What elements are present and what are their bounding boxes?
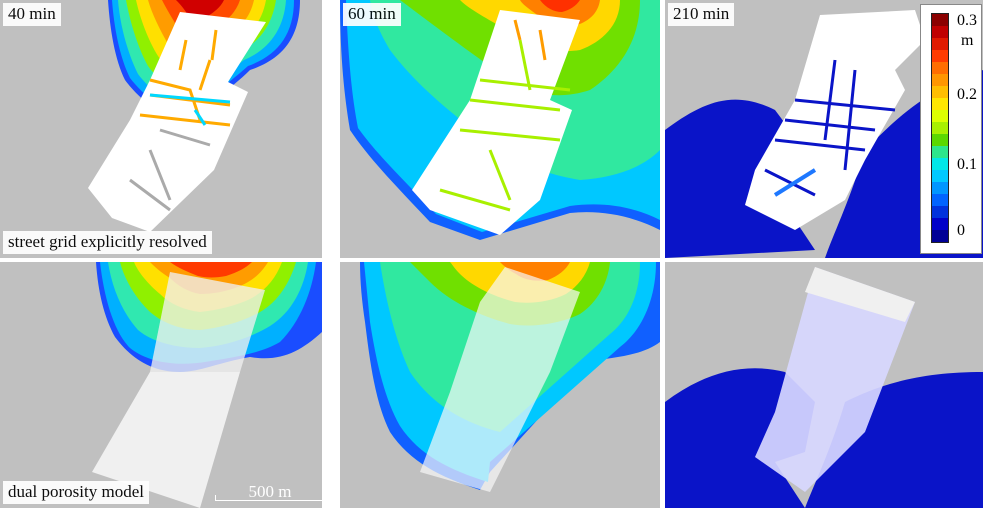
panel-40min-street-grid: 40 min street grid explicitly resolved: [0, 0, 322, 258]
caption-dual-porosity: dual porosity model: [3, 481, 149, 504]
colorbar-legend: 0.3 m 0.2 0.1 0: [920, 4, 982, 254]
colorbar-swatch: [932, 62, 948, 74]
panel-60min-street-grid: 60 min: [340, 0, 660, 258]
legend-label-0.1: 0.1: [957, 156, 977, 173]
flood-map-60min-grid: [340, 0, 660, 240]
legend-label-0.3: 0.3: [957, 12, 977, 29]
legend-label-0: 0: [957, 222, 965, 239]
colorbar-swatch: [932, 110, 948, 122]
colorbar-swatch: [932, 230, 948, 242]
flood-map-40min-grid: [88, 0, 300, 232]
colorbar-swatch: [932, 146, 948, 158]
time-label-40min: 40 min: [3, 3, 61, 26]
time-label-210min: 210 min: [668, 3, 735, 26]
colorbar-swatch: [932, 38, 948, 50]
panel-210min-dual-porosity: [665, 262, 983, 508]
colorbar-swatch: [932, 50, 948, 62]
caption-street-grid: street grid explicitly resolved: [3, 231, 212, 254]
flood-map-40min-porosity: [92, 262, 322, 508]
colorbar-swatch: [932, 134, 948, 146]
colorbar-swatch: [932, 158, 948, 170]
colorbar: [931, 13, 949, 243]
scale-bar-tick-right: [324, 495, 325, 501]
colorbar-swatch: [932, 122, 948, 134]
scale-bar-tick-left: [215, 495, 216, 501]
panel-40min-dual-porosity: dual porosity model: [0, 262, 322, 508]
colorbar-swatch: [932, 194, 948, 206]
colorbar-swatch: [932, 86, 948, 98]
time-label-60min: 60 min: [343, 3, 401, 26]
colorbar-swatch: [932, 218, 948, 230]
legend-label-unit: m: [961, 32, 974, 49]
colorbar-swatch: [932, 206, 948, 218]
flood-map-210min-porosity: [665, 267, 983, 508]
panel-60min-dual-porosity: [340, 262, 660, 508]
flood-map-60min-porosity: [360, 262, 660, 492]
colorbar-swatch: [932, 170, 948, 182]
colorbar-swatch: [932, 98, 948, 110]
colorbar-swatch: [932, 26, 948, 38]
colorbar-swatch: [932, 14, 948, 26]
colorbar-swatch: [932, 182, 948, 194]
colorbar-swatch: [932, 74, 948, 86]
scale-bar-label: 500 m: [248, 482, 292, 501]
scale-bar-line: [215, 500, 325, 501]
scale-bar: 500 m: [215, 483, 325, 503]
legend-label-0.2: 0.2: [957, 86, 977, 103]
